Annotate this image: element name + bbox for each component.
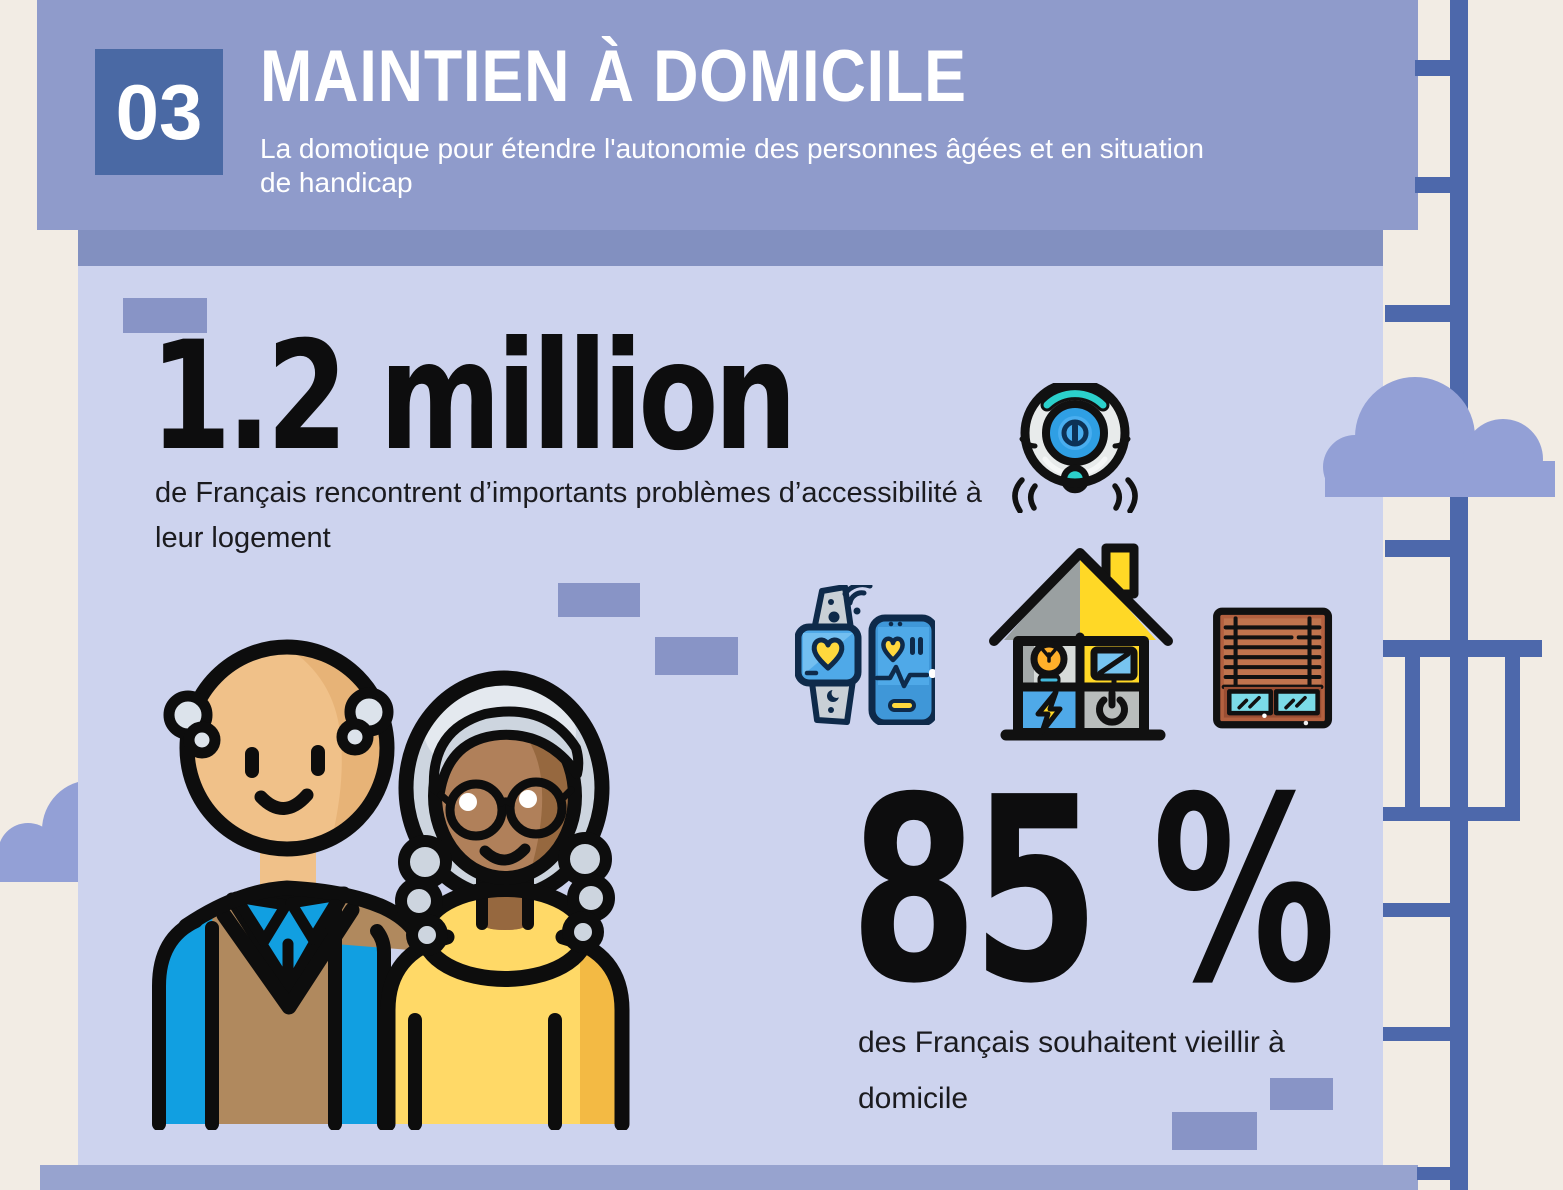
section-number: 03 [115, 67, 203, 156]
cloud-icon [0, 782, 78, 882]
subtitle-line-1: La domotique pour étendre l'autonomie de… [260, 133, 1205, 164]
smartwatch-health-icon [795, 585, 935, 725]
header-shadow-strip [78, 230, 1383, 266]
section-number-box: 03 [95, 49, 223, 175]
deco-rectangle [655, 637, 738, 675]
cloud-shape-right [1323, 377, 1555, 497]
cloud-shape-left [0, 775, 78, 882]
elderly-couple-illustration [152, 639, 630, 1130]
ladder-decoration [1383, 0, 1542, 1190]
caption-line: de Français rencontrent d’importants pro… [155, 477, 982, 509]
robot-vacuum-icon [1012, 383, 1138, 513]
subtitle-line-2: de handicap [260, 167, 413, 198]
deco-rectangle [1270, 1078, 1333, 1110]
bottom-band [40, 1165, 1418, 1190]
caption-line: leur logement [155, 522, 331, 554]
deco-rectangle [123, 298, 207, 333]
page-title: MAINTIEN À DOMICILE [260, 36, 967, 117]
deco-rectangle [1172, 1112, 1257, 1150]
smartphone-health-icon [868, 614, 935, 725]
deco-rectangle [558, 583, 640, 617]
header-band: 03 MAINTIEN À DOMICILE La domotique pour… [37, 0, 1418, 230]
stat-accessibility-caption: de Français rencontrent d’importants pro… [155, 471, 982, 561]
stat-accessibility-value: 1.2 million [150, 310, 797, 484]
caption-line: domicile [858, 1082, 969, 1115]
page-subtitle: La domotique pour étendre l'autonomie de… [260, 132, 1204, 200]
stat-aging-value: 85 % [850, 743, 1336, 1040]
window-blinds-icon [1213, 607, 1333, 729]
caption-line: des Français souhaitent vieillir à [858, 1026, 1285, 1059]
smart-home-icon [989, 543, 1173, 741]
stat-aging-caption: des Français souhaitent vieillir à domic… [858, 1015, 1285, 1127]
